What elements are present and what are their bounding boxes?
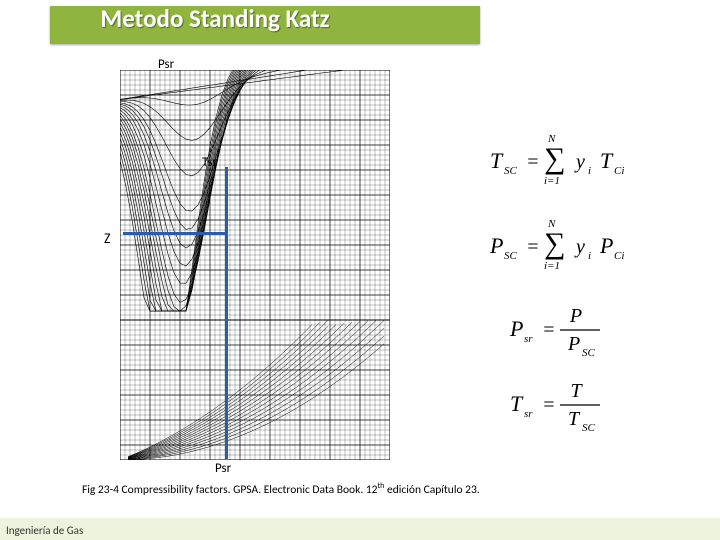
eq-psr: P sr = P P SC <box>510 300 640 365</box>
svg-text:T: T <box>568 408 581 430</box>
svg-text:=: = <box>526 151 540 173</box>
svg-text:=: = <box>542 394 556 416</box>
z-marker-horizontal <box>123 232 228 235</box>
label-tsr: Tsr <box>202 155 217 170</box>
svg-text:SC: SC <box>582 347 596 359</box>
eq-tsc: T SC = ∑ N i=1 y i T Ci <box>490 130 660 195</box>
svg-text:P: P <box>599 233 613 258</box>
svg-text:P: P <box>569 305 582 327</box>
eq-tsr: T sr = T T SC <box>510 375 640 440</box>
figure-caption: Fig 23-4 Compressibility factors. GPSA. … <box>82 481 480 497</box>
footer-text: Ingeniería de Gas <box>6 524 83 537</box>
svg-text:SC: SC <box>504 165 518 177</box>
svg-text:N: N <box>547 133 556 145</box>
svg-text:y: y <box>574 236 585 258</box>
slide: Metodo Standing Katz Psr Tsr Z Psr T SC … <box>0 0 720 540</box>
standing-katz-chart <box>120 70 390 460</box>
label-psr-top: Psr <box>158 57 174 72</box>
svg-text:i: i <box>588 165 591 177</box>
title-text: Metodo Standing Katz <box>0 0 430 38</box>
eq-psc: P SC = ∑ N i=1 y i P Ci <box>490 215 660 280</box>
footer-bar <box>0 518 720 540</box>
caption-post: edición Capítulo 23. <box>384 483 479 497</box>
svg-text:i=1: i=1 <box>544 260 560 272</box>
svg-text:=: = <box>542 319 556 341</box>
psr-marker-vertical <box>225 167 228 459</box>
svg-text:P: P <box>489 233 503 258</box>
label-psr-bottom: Psr <box>215 461 231 476</box>
svg-text:i: i <box>588 250 591 262</box>
svg-text:=: = <box>526 236 540 258</box>
svg-text:T: T <box>510 391 524 416</box>
svg-text:i=1: i=1 <box>544 175 560 187</box>
svg-text:sr: sr <box>524 333 533 345</box>
caption-pre: Fig 23-4 Compressibility factors. GPSA. … <box>82 483 378 497</box>
svg-text:N: N <box>547 218 556 230</box>
svg-text:T: T <box>490 148 504 173</box>
svg-text:T: T <box>600 148 614 173</box>
svg-text:Ci: Ci <box>614 250 624 262</box>
svg-text:Ci: Ci <box>614 165 624 177</box>
label-z: Z <box>104 230 111 247</box>
svg-text:y: y <box>574 151 585 173</box>
svg-text:P: P <box>509 316 523 341</box>
svg-text:SC: SC <box>504 250 518 262</box>
svg-text:P: P <box>567 333 580 355</box>
svg-text:sr: sr <box>524 408 533 420</box>
svg-text:SC: SC <box>582 422 596 434</box>
svg-text:∑: ∑ <box>544 142 565 175</box>
svg-text:T: T <box>570 380 583 402</box>
svg-text:∑: ∑ <box>544 227 565 260</box>
